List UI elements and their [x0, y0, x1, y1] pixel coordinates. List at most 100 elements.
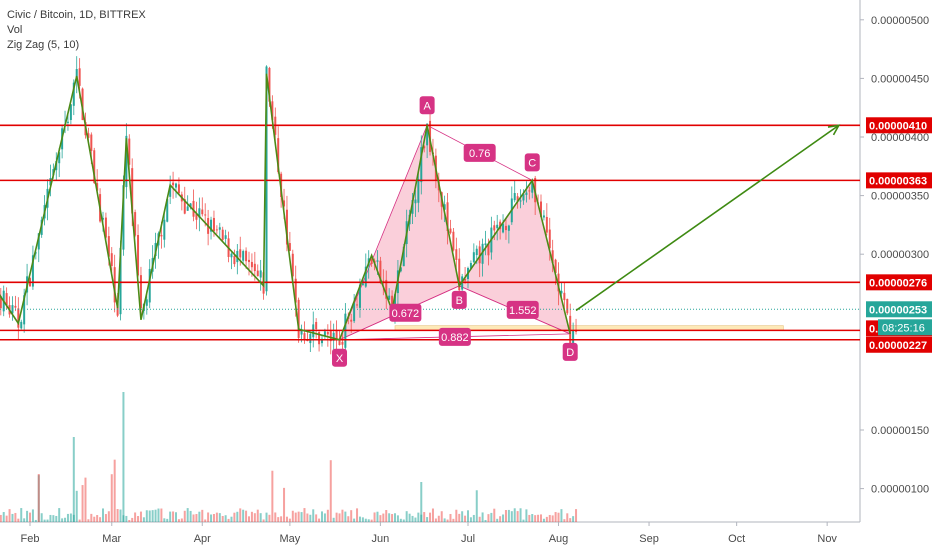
candle-body — [233, 255, 236, 265]
candle-body — [160, 234, 163, 237]
candle-body — [394, 294, 396, 313]
volume-bar — [93, 516, 96, 522]
candle-body — [542, 215, 545, 218]
volume-bar — [446, 519, 449, 522]
volume-bar — [195, 514, 198, 522]
y-tick-label: 0.00000150 — [871, 425, 929, 437]
svg-text:D: D — [566, 347, 574, 359]
svg-text:0.882: 0.882 — [441, 332, 469, 344]
candle-body — [177, 184, 180, 194]
candle-body — [370, 259, 373, 264]
candle-body — [513, 193, 516, 201]
volume-bar — [43, 519, 46, 522]
x-tick-label: Aug — [549, 533, 569, 545]
volume-bar — [504, 509, 507, 522]
candle-body — [271, 101, 274, 121]
volume-bar — [458, 513, 461, 522]
volume-bar — [569, 518, 572, 522]
volume-bar — [493, 508, 496, 522]
volume-bar — [14, 512, 17, 522]
volume-bar — [283, 487, 286, 522]
volume-bar — [367, 519, 370, 522]
candle-body — [388, 295, 391, 300]
volume-bar — [250, 511, 253, 522]
volume-bar — [294, 512, 297, 522]
volume-bar — [55, 515, 58, 522]
zigzag-indicator-label[interactable]: Zig Zag (5, 10) — [7, 39, 80, 51]
candle-body — [189, 203, 192, 207]
bar-countdown: 08:25:16 — [878, 319, 932, 336]
candle-body — [449, 228, 452, 233]
candle-body — [478, 246, 481, 264]
x-tick-label: Jun — [372, 533, 390, 545]
y-tick-label: 0.00000300 — [871, 249, 929, 261]
volume-bar — [557, 512, 560, 522]
projection-arrow-line[interactable] — [575, 124, 840, 312]
volume-bar — [388, 513, 391, 522]
projection-arrow-head — [827, 124, 841, 136]
candle-body — [545, 216, 548, 233]
volume-bar — [277, 517, 280, 522]
candle-body — [540, 201, 542, 218]
candle-body — [364, 266, 367, 287]
candle-body — [426, 123, 429, 146]
volume-bar — [215, 512, 218, 522]
volume-bar — [452, 518, 455, 522]
volume-bar — [437, 515, 440, 522]
chart-legend: Civic / Bitcoin, 1D, BITTREX Vol Zig Zag… — [7, 8, 146, 53]
symbol-title[interactable]: Civic / Bitcoin, 1D, BITTREX — [7, 9, 146, 21]
volume-bar — [218, 513, 221, 522]
candle-body — [338, 338, 341, 345]
volume-bar — [414, 517, 417, 522]
volume-bar — [417, 512, 420, 522]
volume-bar — [285, 516, 288, 522]
volume-bar — [11, 513, 14, 522]
volume-bar — [0, 514, 2, 522]
candle-body — [469, 262, 472, 269]
volume-bar — [204, 519, 207, 522]
volume-bar — [122, 392, 125, 522]
volume-bar — [148, 510, 151, 522]
volume-bar — [154, 509, 157, 522]
candle-body — [210, 219, 213, 232]
volume-bar — [423, 512, 426, 522]
volume-bar — [157, 508, 160, 522]
svg-text:0.00000253: 0.00000253 — [869, 304, 927, 316]
candle-body — [34, 252, 37, 254]
y-tick-label: 0.00000350 — [871, 191, 929, 203]
svg-text:0.00000363: 0.00000363 — [869, 175, 927, 187]
volume-bar — [358, 516, 361, 522]
candle-body — [215, 229, 218, 231]
volume-bar — [566, 513, 569, 522]
volume-bar — [198, 511, 201, 522]
volume-bar — [271, 470, 274, 522]
candle-body — [283, 200, 286, 207]
volume-bar — [519, 508, 522, 522]
volume-bar — [408, 513, 411, 522]
svg-text:0.76: 0.76 — [469, 148, 490, 160]
candle-body — [183, 199, 186, 214]
pattern-point-b: B — [451, 290, 467, 309]
candle-body — [315, 321, 318, 330]
candle-body — [0, 295, 2, 309]
volume-bar — [177, 519, 180, 522]
volume-indicator-label[interactable]: Vol — [7, 24, 23, 36]
volume-bar — [49, 514, 52, 522]
volume-bar — [259, 513, 262, 522]
volume-bar — [332, 517, 335, 522]
volume-bar — [87, 519, 90, 522]
candle-body — [224, 235, 227, 239]
volume-bar — [151, 510, 154, 522]
candle-body — [455, 249, 458, 260]
volume-bar — [323, 513, 326, 522]
pattern-point-x: X — [332, 348, 348, 367]
candle-body — [516, 196, 519, 202]
volume-bar — [166, 518, 169, 522]
volume-bar — [361, 517, 364, 522]
candle-body — [326, 331, 329, 335]
candle-body — [329, 331, 332, 342]
volume-bar — [230, 516, 233, 522]
candle-body — [265, 66, 268, 292]
svg-text:0.00000410: 0.00000410 — [869, 120, 927, 132]
